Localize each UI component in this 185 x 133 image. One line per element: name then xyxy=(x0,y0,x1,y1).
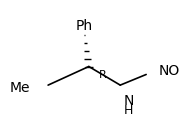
Text: NO: NO xyxy=(158,64,179,78)
Text: N: N xyxy=(123,94,134,108)
Text: H: H xyxy=(124,104,133,117)
Text: R: R xyxy=(99,70,107,80)
Text: Me: Me xyxy=(9,81,30,95)
Text: Ph: Ph xyxy=(76,19,93,33)
